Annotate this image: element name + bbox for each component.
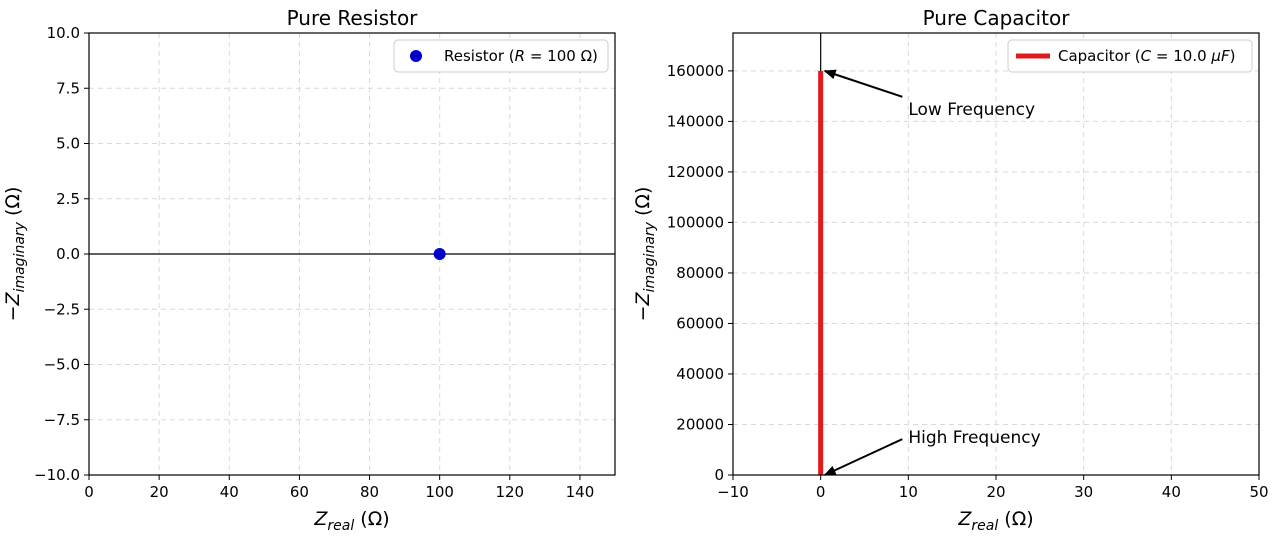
y-axis-label-unit: (Ω) [2, 187, 24, 216]
legend-marker [410, 50, 422, 62]
capacitor-panel: −10 0 10 20 30 40 5002000040000600008000010000… [632, 6, 1269, 534]
x-axis-label-sub: real [327, 518, 354, 534]
x-axis-label-unit: (Ω) [1004, 508, 1033, 530]
x-tick-label: 120 [495, 483, 524, 501]
legend-box [1007, 39, 1253, 73]
chart-title: Pure Capacitor [923, 6, 1071, 30]
y-axis-label-sub: imaginary [642, 221, 658, 292]
x-tick-label: 80 [360, 483, 379, 501]
legend-label-post2: ) [1230, 47, 1236, 65]
legend: Capacitor (C = 10.0 μF) [1007, 39, 1253, 73]
plot-frame [88, 32, 616, 476]
legend-label-italic: R [515, 47, 525, 65]
x-axis-label-main: Z [313, 508, 328, 530]
chart-title: Pure Resistor [287, 6, 419, 30]
y-tick-label: 2.5 [56, 190, 80, 208]
y-tick-label: 60000 [676, 314, 724, 332]
y-tick-label: 120000 [667, 163, 724, 181]
x-tick-label: 0 [84, 483, 94, 501]
x-tick-label: 40 [1162, 483, 1181, 501]
y-axis-label-main: Z [2, 291, 24, 306]
legend-label-italic: C [1141, 47, 1152, 65]
legend-label-pre: Resistor ( [444, 47, 515, 65]
y-axis-label-sub: imaginary [12, 221, 28, 292]
legend-box [393, 39, 609, 73]
x-axis-label-main: Z [957, 508, 972, 530]
y-axis-label: −Zimaginary (Ω) [632, 187, 658, 322]
x-tick-label: 40 [220, 483, 239, 501]
legend-label: Capacitor (C = 10.0 μF) [1058, 47, 1235, 65]
y-tick-label: −5.0 [44, 356, 80, 374]
x-axis-label-sub: real [971, 518, 998, 534]
ticks [84, 32, 581, 480]
y-tick-label: −2.5 [44, 300, 80, 318]
y-axis-label: −Zimaginary (Ω) [2, 187, 28, 322]
y-axis-label-unit: (Ω) [632, 187, 654, 216]
x-tick-label: 0 [816, 483, 826, 501]
annotation-label: Low Frequency [908, 100, 1035, 120]
legend-label: Resistor (R = 100 Ω) [444, 47, 598, 65]
y-axis-label-main: Z [632, 291, 654, 306]
x-axis-label: Zreal (Ω) [313, 508, 389, 534]
y-tick-label: 100000 [667, 213, 724, 231]
x-tick-label: 60 [290, 483, 309, 501]
y-tick-label: −7.5 [44, 411, 80, 429]
y-tick-label: 10.0 [47, 24, 80, 42]
legend-label-italic2: μF [1210, 47, 1230, 65]
y-tick-label: 40000 [676, 365, 724, 383]
x-tick-label: 30 [1074, 483, 1093, 501]
y-tick-label: 160000 [667, 62, 724, 80]
legend-label-post: = 10.0 [1151, 47, 1211, 65]
annotation-arrow [823, 438, 903, 476]
x-tick-label: 20 [986, 483, 1005, 501]
y-tick-label: 0.0 [56, 245, 80, 263]
x-tick-label: 20 [150, 483, 169, 501]
x-tick-label: 10 [899, 483, 918, 501]
y-tick-label: 80000 [676, 264, 724, 282]
x-axis-label: Zreal (Ω) [957, 508, 1033, 534]
ticks [728, 70, 1260, 480]
annotation-label: High Frequency [908, 428, 1040, 448]
y-tick-label: 7.5 [56, 79, 80, 97]
plot-frame [732, 32, 1260, 476]
x-axis-label-unit: (Ω) [360, 508, 389, 530]
grid-lines [732, 33, 1260, 476]
y-tick-label: −10.0 [34, 466, 80, 484]
legend: Resistor (R = 100 Ω) [393, 39, 609, 73]
y-tick-label: 140000 [667, 112, 724, 130]
y-tick-label: 0 [714, 466, 724, 484]
legend-label-pre: Capacitor ( [1058, 47, 1141, 65]
legend-label-post: = 100 Ω) [525, 47, 598, 65]
y-tick-label: 5.0 [56, 135, 80, 153]
x-tick-label: 100 [425, 483, 454, 501]
x-tick-label: 50 [1249, 483, 1268, 501]
y-tick-label: 20000 [676, 415, 724, 433]
x-tick-label: 140 [566, 483, 595, 501]
resistor-panel: 0 20 40 60 80 100 120 140−10.0−7.5−5.0−2.50.02.… [2, 6, 616, 534]
annotation-arrow [823, 69, 903, 98]
data-point [433, 248, 446, 260]
y-axis-label-prefix: − [2, 305, 24, 321]
y-axis-label-prefix: − [632, 305, 654, 321]
x-tick-label: −10 [717, 483, 749, 501]
